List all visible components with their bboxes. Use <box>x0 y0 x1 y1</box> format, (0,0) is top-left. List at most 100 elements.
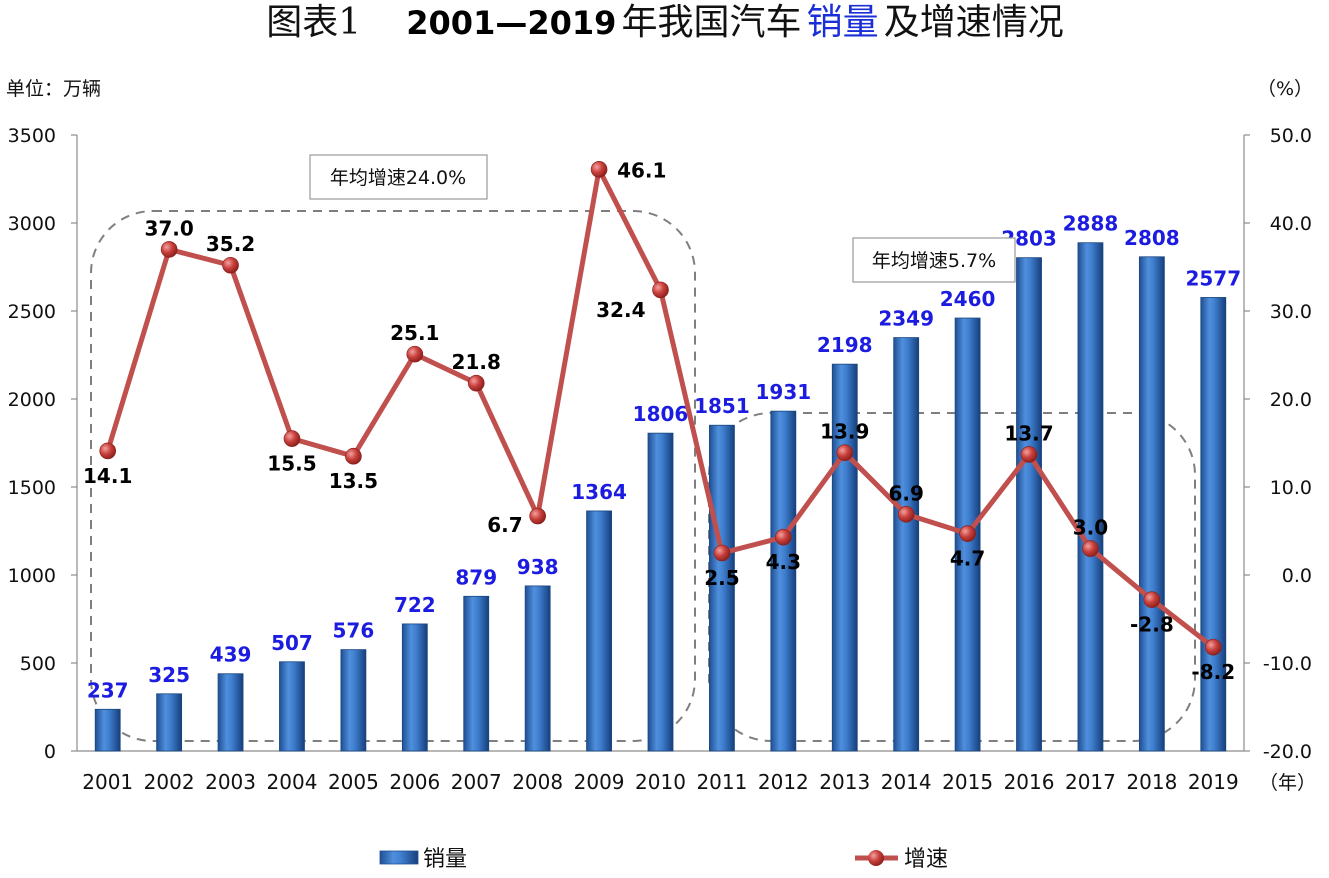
line-value-label: 13.5 <box>329 469 378 493</box>
x-tick-label: 2018 <box>1126 770 1177 794</box>
x-tick-label: 2016 <box>1004 770 1055 794</box>
left-tick-label: 3000 <box>8 213 56 235</box>
line-point <box>222 256 239 274</box>
line-point <box>590 161 608 178</box>
bar-value-label: 938 <box>517 555 559 579</box>
line-point <box>1143 591 1161 608</box>
bar-value-label: 1931 <box>756 380 812 404</box>
line-value-label: 4.7 <box>950 547 985 571</box>
annotation-period1: 年均增速24.0% <box>309 154 488 200</box>
x-tick-label: 2006 <box>389 770 440 794</box>
title-range: 2001—2019 <box>406 4 616 42</box>
line-value-label: 2.5 <box>704 566 739 590</box>
line-value-label: 46.1 <box>617 158 666 182</box>
bar <box>1016 257 1042 752</box>
line-point <box>467 374 485 392</box>
x-tick-label: 2005 <box>328 770 379 794</box>
line-point <box>652 281 669 299</box>
x-tick-label: 2003 <box>205 770 256 794</box>
period1-dashed-region <box>90 210 696 742</box>
line-point <box>713 544 731 562</box>
bar <box>709 424 735 752</box>
x-tick-label: 2014 <box>881 770 932 794</box>
bar <box>647 432 674 752</box>
x-tick-label: 2011 <box>696 770 747 794</box>
line-point <box>897 505 915 523</box>
bar-value-label: 2808 <box>1124 226 1180 250</box>
bar-series <box>94 242 1227 752</box>
line-point <box>836 444 854 461</box>
bar-value-label: 325 <box>148 663 190 687</box>
left-axis-ticks: 0 500 1000 1500 2000 2500 3000 3500 <box>8 125 77 763</box>
bar-value-label: 1851 <box>694 394 750 418</box>
left-tick-label: 500 <box>20 653 56 675</box>
bar <box>463 595 490 752</box>
line-value-label: -2.8 <box>1130 613 1174 637</box>
bar-value-label: 2577 <box>1185 266 1241 290</box>
title-post: 及增速情况 <box>884 2 1064 43</box>
legend-item-line: 增速 <box>855 847 948 872</box>
x-tick-label: 2017 <box>1065 770 1116 794</box>
legend-line-label: 增速 <box>904 847 948 872</box>
bar <box>217 673 244 752</box>
line-value-label: 6.7 <box>487 513 522 537</box>
right-axis-ticks: -20.0 -10.0 0.0 10.0 20.0 30.0 40.0 50.0 <box>1244 125 1312 763</box>
bar-value-label: 879 <box>455 565 497 589</box>
bar <box>524 585 551 752</box>
line-value-label: 35.2 <box>206 232 255 256</box>
line-point <box>345 447 362 465</box>
x-tick-label: 2013 <box>819 770 870 794</box>
line-value-label: 6.9 <box>888 481 923 505</box>
bar <box>1200 297 1227 752</box>
title-highlight: 销量 <box>807 2 879 43</box>
right-tick-label: 50.0 <box>1270 125 1312 147</box>
line-value-label: 4.3 <box>766 550 801 574</box>
line-value-label: 13.9 <box>820 420 869 444</box>
right-tick-label: 30.0 <box>1270 301 1312 323</box>
legend: 销量 增速 <box>379 847 948 872</box>
bar-value-label: 2460 <box>940 287 996 311</box>
bar-value-label: 2198 <box>817 333 873 357</box>
right-tick-label: -20.0 <box>1263 741 1312 763</box>
right-tick-label: 20.0 <box>1270 389 1312 411</box>
line-value-label: 25.1 <box>390 321 439 345</box>
left-tick-label: 3500 <box>8 125 56 147</box>
legend-item-bar: 销量 <box>379 847 467 872</box>
left-tick-label: 0 <box>44 741 56 763</box>
left-tick-label: 1000 <box>8 565 56 587</box>
legend-line-marker <box>868 850 884 866</box>
bar <box>1077 242 1104 752</box>
bar <box>279 661 305 752</box>
title-prefix: 图表1 <box>266 2 361 43</box>
x-tick-label: 2004 <box>267 770 318 794</box>
line-value-label: 14.1 <box>83 464 132 488</box>
line-points <box>99 161 1222 656</box>
bar <box>770 410 797 752</box>
line-point <box>1082 540 1099 557</box>
annotation-period2: 年均增速5.7% <box>852 237 1016 283</box>
bar-value-label: 1806 <box>633 402 689 426</box>
x-tick-label: 2001 <box>82 770 133 794</box>
right-axis-unit: （%） <box>1257 78 1313 100</box>
line-point <box>406 345 424 363</box>
line-labels: 14.1 37.0 35.2 15.5 13.5 25.1 21.8 6.7 46.1 32.4 2… <box>83 158 1235 684</box>
bar-value-label: 1364 <box>571 480 627 504</box>
bar-value-label: 722 <box>394 593 436 617</box>
left-tick-label: 1500 <box>8 477 56 499</box>
line-point <box>1204 638 1222 656</box>
bar <box>94 708 121 752</box>
x-tick-label: 2008 <box>512 770 563 794</box>
line-point <box>775 528 792 546</box>
bar-value-label: 2349 <box>878 307 934 331</box>
x-tick-label: 2009 <box>574 770 625 794</box>
bar-value-label: 439 <box>210 643 252 667</box>
legend-bar-label: 销量 <box>423 847 467 872</box>
annotation-period2-text: 年均增速5.7% <box>872 250 996 272</box>
line-value-label: 21.8 <box>452 350 501 374</box>
x-tick-label: 2002 <box>144 770 195 794</box>
bar-value-label: 576 <box>333 619 375 643</box>
right-tick-label: -10.0 <box>1263 653 1312 675</box>
chart-title: 图表1 2001—2019 年我国汽车 销量 及增速情况 <box>266 2 1063 43</box>
bar-value-label: 2888 <box>1063 212 1119 236</box>
line-value-label: -8.2 <box>1191 660 1235 684</box>
